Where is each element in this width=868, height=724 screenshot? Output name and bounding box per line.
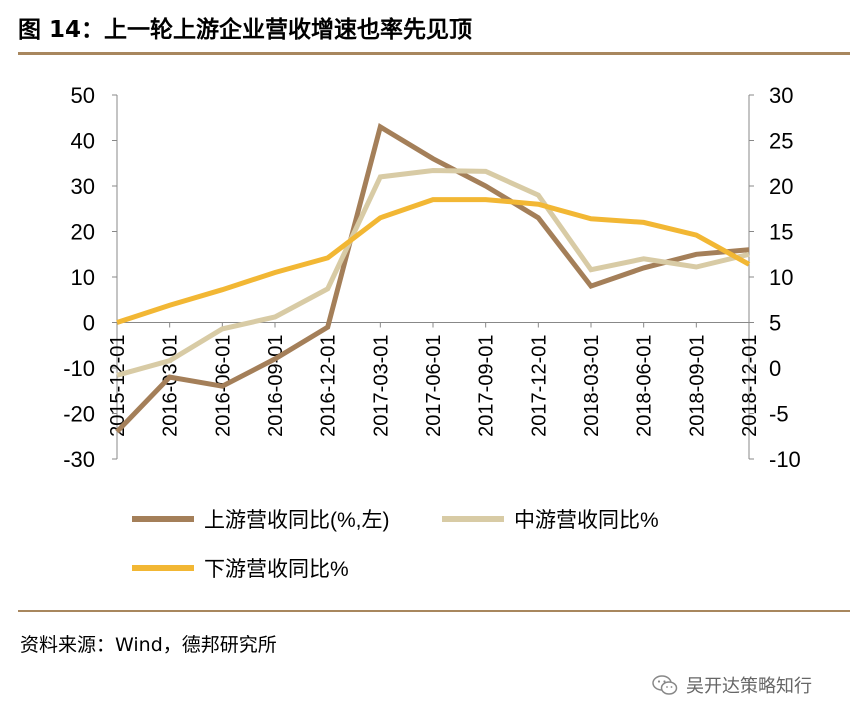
right-tick-label: 30 [769,83,793,108]
x-tick-label: 2017-03-01 [370,335,392,437]
x-tick-label: 2018-09-01 [686,335,708,437]
figure-title: 图 14：上一轮上游企业营收增速也率先见顶 [18,17,473,43]
x-tick-label: 2017-09-01 [476,335,498,437]
x-tick-label: 2018-12-01 [739,335,761,437]
axes-layer: -30 -20 -10 0 10 20 30 40 50 -10 -5 0 5 10 15 20 25 30 201… [63,83,801,472]
legend-label-downstream: 下游营收同比% [204,558,349,581]
right-tick-label: -5 [769,402,789,427]
title-divider [18,52,850,55]
left-tick-label: 30 [71,174,95,199]
right-tick-label: 5 [769,311,781,336]
watermark-text: 吴开达策略知行 [686,676,812,697]
left-tick-label: 20 [71,220,95,245]
x-tick-label: 2016-12-01 [318,335,340,437]
series-line-downstream [116,197,751,325]
right-tick-label: -10 [769,447,801,472]
right-tick-label: 15 [769,220,793,245]
x-tick-label: 2016-09-01 [265,335,287,437]
left-tick-label: 10 [71,265,95,290]
right-tick-label: 25 [769,129,793,154]
left-tick-label: -30 [63,447,95,472]
right-tick-label: 20 [769,174,793,199]
left-tick-label: 0 [83,311,95,336]
legend-label-upstream: 上游营收同比(%,左) [204,509,390,532]
legend-label-midstream: 中游营收同比% [514,509,659,532]
watermark: 吴开达策略知行 [652,672,812,698]
left-tick-label: -20 [63,402,95,427]
left-tick-label: 40 [71,129,95,154]
line-chart: -30 -20 -10 0 10 20 30 40 50 -10 -5 0 5 10 15 20 25 30 201… [63,83,801,581]
legend-layer: 上游营收同比(%,左) 中游营收同比% 下游营收同比% [132,509,659,581]
right-tick-label: 10 [769,265,793,290]
x-tick-label: 2017-06-01 [423,335,445,437]
x-tick-label: 2015-12-01 [107,335,129,437]
right-tick-label: 0 [769,356,781,381]
source-divider [18,610,850,612]
x-tick-label: 2017-12-01 [528,335,550,437]
source-note: 资料来源：Wind，德邦研究所 [20,634,277,656]
series-line-upstream [115,123,750,434]
x-tick-label: 2018-03-01 [581,335,603,437]
left-tick-label: -10 [63,356,95,381]
left-tick-label: 50 [71,83,95,108]
series-line-midstream [116,167,750,378]
x-tick-label: 2018-06-01 [634,335,656,437]
wechat-icon [652,675,678,695]
series-layer [115,123,751,434]
